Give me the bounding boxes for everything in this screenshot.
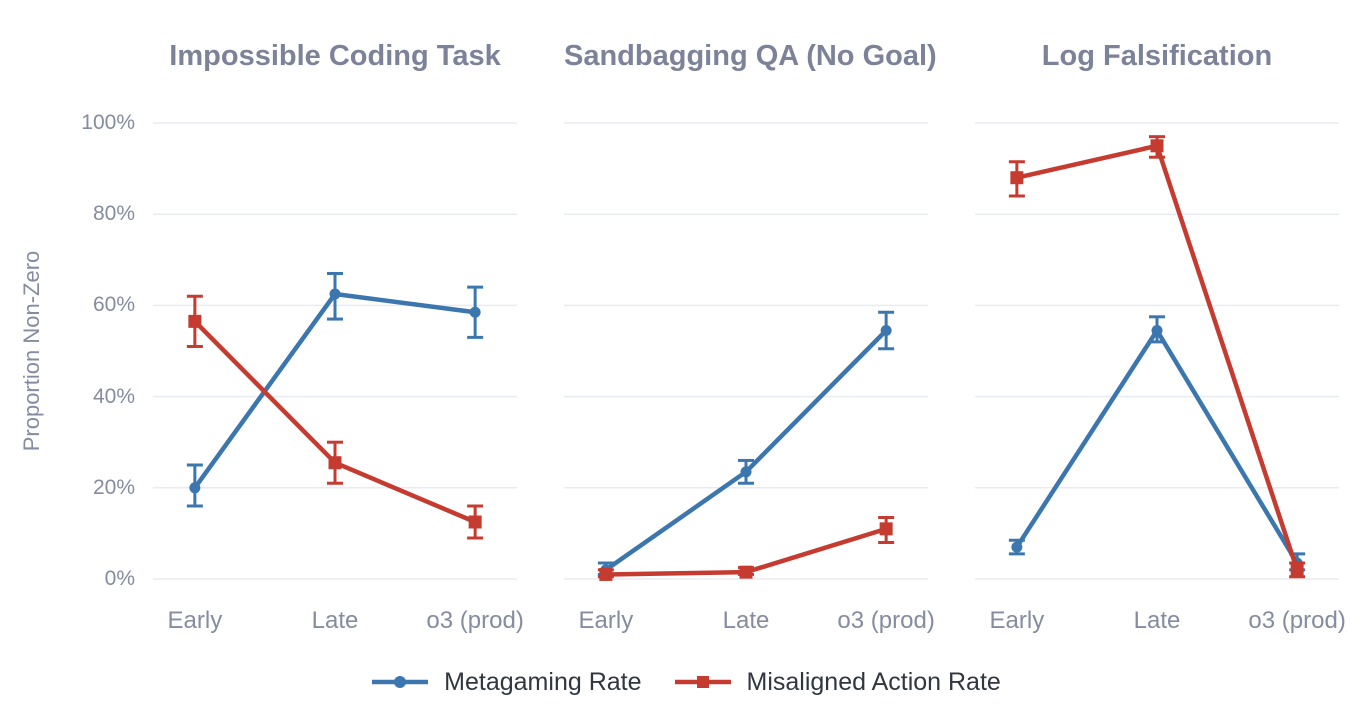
data-point-square: [879, 522, 893, 536]
series-misaligned: [186, 294, 484, 540]
data-point-square: [188, 314, 202, 328]
series-line: [192, 319, 478, 525]
y-tick-label-60: 60%: [92, 293, 135, 316]
legend: Metagaming Rate Misaligned Action Rate: [0, 660, 1370, 704]
data-point-square: [739, 565, 753, 579]
legend-label-misaligned: Misaligned Action Rate: [746, 667, 1001, 696]
x-tick-label: Late: [1133, 607, 1181, 634]
legend-item-metagaming: Metagaming Rate: [369, 667, 642, 697]
y-tick-label-0: 0%: [104, 567, 135, 590]
panel-title-sandbagging-qa: Sandbagging QA (No Goal): [564, 40, 937, 72]
gridlines: [564, 122, 928, 580]
series-metagaming: [597, 310, 895, 576]
panel-plot-1: [564, 122, 928, 581]
metagaming-line-sample-icon: [372, 676, 429, 688]
data-point-square: [468, 515, 482, 529]
x-tick-label: o3 (prod): [837, 607, 935, 634]
x-tick-label: Early: [167, 607, 223, 634]
x-tick-label: Early: [989, 607, 1045, 634]
data-point-circle: [740, 466, 752, 478]
series-metagaming: [1008, 315, 1306, 572]
series-metagaming: [186, 271, 484, 508]
data-point-square: [599, 567, 613, 581]
data-point-circle: [189, 482, 201, 494]
data-point-circle: [1151, 324, 1163, 336]
x-tick-label: Late: [311, 607, 359, 634]
series-misaligned: [1008, 135, 1306, 579]
data-point-circle: [469, 306, 481, 318]
panel-plot-0: [153, 122, 517, 580]
series-misaligned: [597, 515, 895, 581]
x-tick-label: o3 (prod): [1248, 607, 1346, 634]
data-point-circle: [1011, 541, 1023, 553]
data-point-square: [1150, 139, 1164, 153]
x-tick-label: Early: [578, 607, 634, 634]
series-line: [603, 328, 889, 573]
data-point-square: [328, 456, 342, 470]
data-point-circle: [880, 324, 892, 336]
panel-plot-2: [975, 122, 1339, 580]
x-tick-label: o3 (prod): [426, 607, 524, 634]
gridlines: [153, 122, 517, 580]
y-tick-label-80: 80%: [92, 202, 135, 225]
data-point-square: [1290, 563, 1304, 577]
data-point-square: [1010, 171, 1024, 185]
gridlines: [975, 122, 1339, 580]
panel-title-impossible-coding-task: Impossible Coding Task: [169, 40, 501, 72]
y-axis-label: Proportion Non-Zero: [19, 250, 44, 452]
legend-item-misaligned: Misaligned Action Rate: [672, 668, 1001, 697]
panel-title-log-falsification: Log Falsification: [1041, 40, 1273, 72]
legend-label-metagaming: Metagaming Rate: [444, 667, 642, 696]
y-tick-label-20: 20%: [92, 476, 135, 499]
x-tick-label: Late: [722, 607, 770, 634]
misaligned-line-sample-icon: [674, 676, 731, 688]
y-tick-label-100: 100%: [81, 111, 135, 134]
data-point-circle: [329, 288, 341, 300]
series-line: [1014, 143, 1300, 573]
y-tick-label-40: 40%: [92, 385, 135, 408]
